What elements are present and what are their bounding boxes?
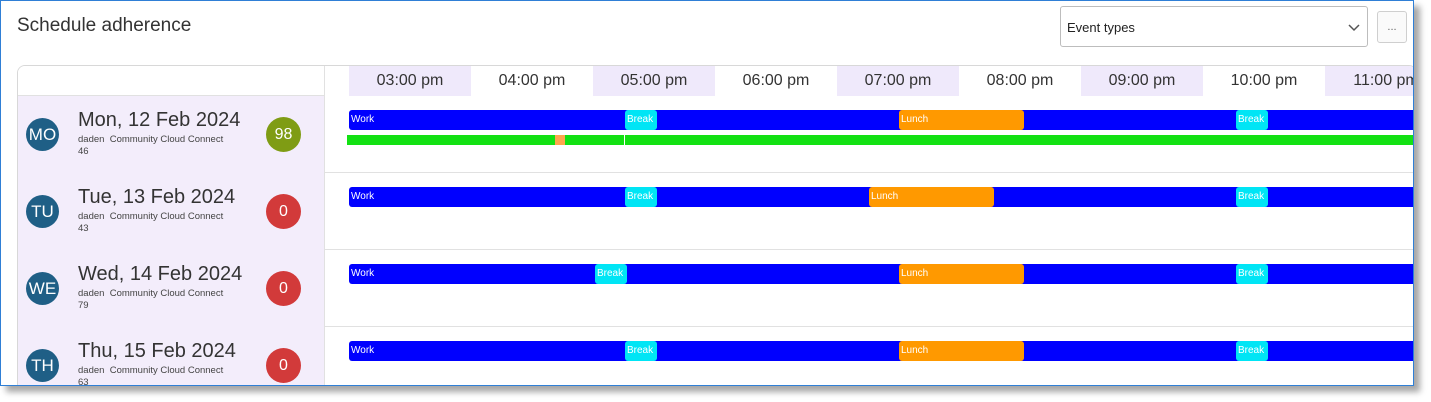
row-date: Wed, 14 Feb 2024 bbox=[78, 263, 243, 285]
adherence-segment bbox=[625, 135, 1413, 145]
adherence-score-badge[interactable]: 0 bbox=[266, 348, 301, 383]
break-event[interactable]: Break bbox=[1236, 187, 1268, 207]
row-user: daden bbox=[78, 288, 105, 299]
event-types-select[interactable]: Event types bbox=[1060, 6, 1368, 47]
row-team: Community Cloud Connect bbox=[109, 134, 224, 145]
work-event[interactable]: Work bbox=[349, 110, 1413, 130]
row-date: Thu, 15 Feb 2024 bbox=[78, 340, 236, 362]
adherence-score-badge[interactable]: 0 bbox=[266, 194, 301, 229]
non-adherence-segment bbox=[555, 135, 565, 145]
lunch-event[interactable]: Lunch bbox=[899, 110, 1024, 130]
hour-label: 05:00 pm bbox=[593, 66, 715, 96]
break-event[interactable]: Break bbox=[1236, 341, 1268, 361]
row-date: Mon, 12 Feb 2024 bbox=[78, 109, 241, 131]
row-user-team: daden Community Cloud Connect bbox=[78, 288, 223, 299]
break-event[interactable]: Break bbox=[1236, 110, 1268, 130]
lunch-event[interactable]: Lunch bbox=[899, 264, 1024, 284]
chevron-down-icon bbox=[1348, 24, 1360, 32]
avatar: MO bbox=[26, 118, 59, 151]
row-info: MO Mon, 12 Feb 2024 daden Community Clou… bbox=[18, 96, 325, 173]
row-user-team: daden Community Cloud Connect bbox=[78, 365, 223, 376]
break-event[interactable]: Break bbox=[1236, 264, 1268, 284]
row-date: Tue, 13 Feb 2024 bbox=[78, 186, 236, 208]
page-title: Schedule adherence bbox=[17, 15, 192, 36]
avatar: TH bbox=[26, 349, 59, 382]
adherence-score-badge[interactable]: 98 bbox=[266, 117, 301, 152]
row-user-team: daden Community Cloud Connect bbox=[78, 134, 223, 145]
schedule-adherence-panel: Schedule adherence Event types ... 03:00… bbox=[0, 0, 1414, 386]
schedule-row: TU Tue, 13 Feb 2024 daden Community Clou… bbox=[18, 173, 1413, 250]
row-team: Community Cloud Connect bbox=[109, 288, 224, 299]
row-team: Community Cloud Connect bbox=[109, 365, 224, 376]
hour-label: 07:00 pm bbox=[837, 66, 959, 96]
break-event[interactable]: Break bbox=[625, 110, 657, 130]
hour-label: 03:00 pm bbox=[349, 66, 471, 96]
adherence-segment bbox=[565, 135, 624, 145]
grid-header-corner bbox=[18, 66, 325, 96]
break-event[interactable]: Break bbox=[625, 341, 657, 361]
row-user-team: daden Community Cloud Connect bbox=[78, 211, 223, 222]
event-types-placeholder: Event types bbox=[1067, 20, 1135, 35]
row-info: WE Wed, 14 Feb 2024 daden Community Clou… bbox=[18, 250, 325, 327]
lunch-event[interactable]: Lunch bbox=[869, 187, 994, 207]
row-info: TH Thu, 15 Feb 2024 daden Community Clou… bbox=[18, 327, 325, 386]
break-event[interactable]: Break bbox=[625, 187, 657, 207]
adherence-grid: 03:00 pm 04:00 pm 05:00 pm 06:00 pm 07:0… bbox=[17, 65, 1413, 386]
schedule-row: MO Mon, 12 Feb 2024 daden Community Clou… bbox=[18, 96, 1413, 173]
hour-label: 10:00 pm bbox=[1230, 72, 1298, 89]
row-team: Community Cloud Connect bbox=[109, 211, 224, 222]
row-id: 63 bbox=[78, 377, 89, 386]
row-user: daden bbox=[78, 365, 105, 376]
hour-label: 08:00 pm bbox=[986, 72, 1054, 89]
row-user: daden bbox=[78, 134, 105, 145]
adherence-score-badge[interactable]: 0 bbox=[266, 271, 301, 306]
lunch-event[interactable]: Lunch bbox=[899, 341, 1024, 361]
hour-label: 09:00 pm bbox=[1081, 66, 1203, 96]
work-event[interactable]: Work bbox=[349, 341, 1413, 361]
schedule-row: WE Wed, 14 Feb 2024 daden Community Clou… bbox=[18, 250, 1413, 327]
avatar: TU bbox=[26, 195, 59, 228]
avatar: WE bbox=[26, 272, 59, 305]
row-id: 46 bbox=[78, 146, 89, 157]
row-id: 43 bbox=[78, 223, 89, 234]
row-info: TU Tue, 13 Feb 2024 daden Community Clou… bbox=[18, 173, 325, 250]
break-event[interactable]: Break bbox=[595, 264, 627, 284]
hour-label: 11:00 pm bbox=[1325, 66, 1413, 96]
adherence-segment bbox=[347, 135, 555, 145]
hour-label: 06:00 pm bbox=[742, 72, 810, 89]
hour-label: 04:00 pm bbox=[498, 72, 566, 89]
row-id: 79 bbox=[78, 300, 89, 311]
schedule-row: TH Thu, 15 Feb 2024 daden Community Clou… bbox=[18, 327, 1413, 386]
row-user: daden bbox=[78, 211, 105, 222]
more-options-button[interactable]: ... bbox=[1377, 11, 1407, 43]
